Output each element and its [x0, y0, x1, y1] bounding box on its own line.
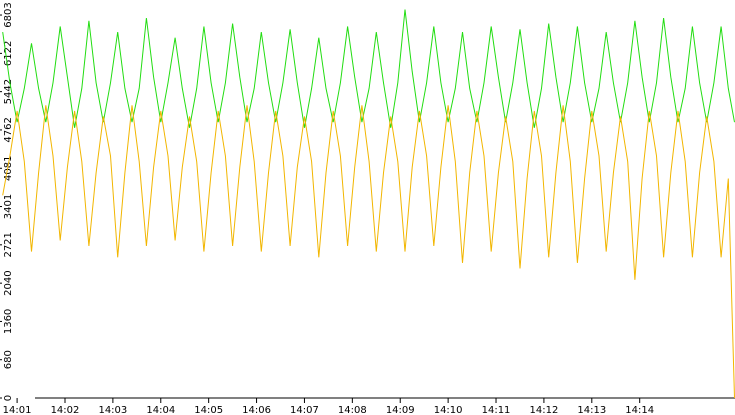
x-tick-label: 14:04 — [146, 405, 175, 415]
series-line — [2, 9, 735, 128]
y-tick-label: 5442 — [3, 79, 14, 104]
series-line — [2, 105, 735, 399]
y-tick-label: 6803 — [3, 2, 14, 27]
x-tick-label: 14:12 — [529, 405, 558, 415]
x-tick-label: 14:01 — [3, 405, 32, 415]
y-tick-label: 1360 — [3, 309, 14, 334]
x-tick-label: 14:09 — [386, 405, 415, 415]
x-tick-label: 14:07 — [290, 405, 319, 415]
x-tick-label: 14:13 — [577, 405, 606, 415]
y-tick-label: 680 — [3, 350, 14, 369]
y-tick-label: 2721 — [3, 232, 14, 257]
x-tick-label: 14:06 — [242, 405, 271, 415]
x-tick-label: 14:02 — [51, 405, 80, 415]
x-tick-label: 14:14 — [625, 405, 654, 415]
y-tick-label: 6122 — [3, 41, 14, 66]
y-tick-label: 4081 — [3, 156, 14, 181]
x-tick-label: 14:11 — [482, 405, 511, 415]
x-tick-label: 14:03 — [98, 405, 127, 415]
y-tick-label: 4762 — [3, 117, 14, 142]
y-tick-label: 2040 — [3, 270, 14, 295]
x-tick-label: 14:08 — [338, 405, 367, 415]
y-tick-label: 0 — [3, 395, 14, 401]
x-tick-label: 14:05 — [194, 405, 223, 415]
x-tick-label: 14:10 — [434, 405, 463, 415]
y-tick-label: 3401 — [3, 194, 14, 219]
